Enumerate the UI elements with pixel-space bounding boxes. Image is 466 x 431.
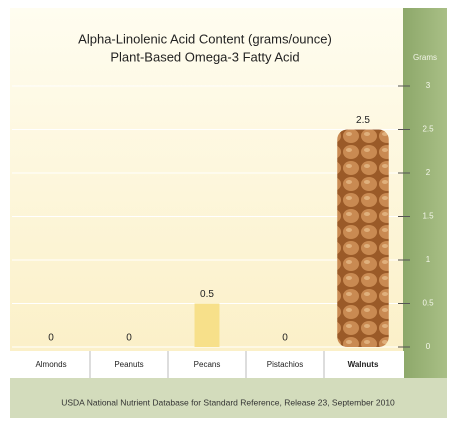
y-tick-label: 0.5 xyxy=(422,299,434,308)
x-tick-label: Almonds xyxy=(35,360,66,369)
y-tick-label: 2 xyxy=(426,168,431,177)
y-tick-label: 0 xyxy=(426,342,431,351)
source-note: USDA National Nutrient Database for Stan… xyxy=(61,397,395,407)
footer xyxy=(10,378,447,418)
value-label: 0 xyxy=(282,333,288,344)
bar xyxy=(337,129,389,347)
value-label: 0 xyxy=(48,333,54,344)
x-tick-label: Pecans xyxy=(194,360,221,369)
y-axis-label: Grams xyxy=(413,53,437,62)
axis-panel xyxy=(403,8,447,378)
x-tick-label: Walnuts xyxy=(348,360,379,369)
chart-subtitle: Plant-Based Omega-3 Fatty Acid xyxy=(110,49,299,64)
y-tick-label: 1 xyxy=(426,255,431,264)
value-label: 2.5 xyxy=(356,115,370,126)
value-label: 0.5 xyxy=(200,289,214,300)
category-row xyxy=(10,351,404,378)
x-tick-label: Peanuts xyxy=(114,360,143,369)
y-tick-label: 2.5 xyxy=(422,125,434,134)
y-tick-label: 3 xyxy=(426,81,431,90)
value-label: 0 xyxy=(126,333,132,344)
bar xyxy=(194,303,220,347)
x-tick-label: Pistachios xyxy=(267,360,303,369)
chart-title: Alpha-Linolenic Acid Content (grams/ounc… xyxy=(78,31,332,46)
y-tick-label: 1.5 xyxy=(422,212,434,221)
